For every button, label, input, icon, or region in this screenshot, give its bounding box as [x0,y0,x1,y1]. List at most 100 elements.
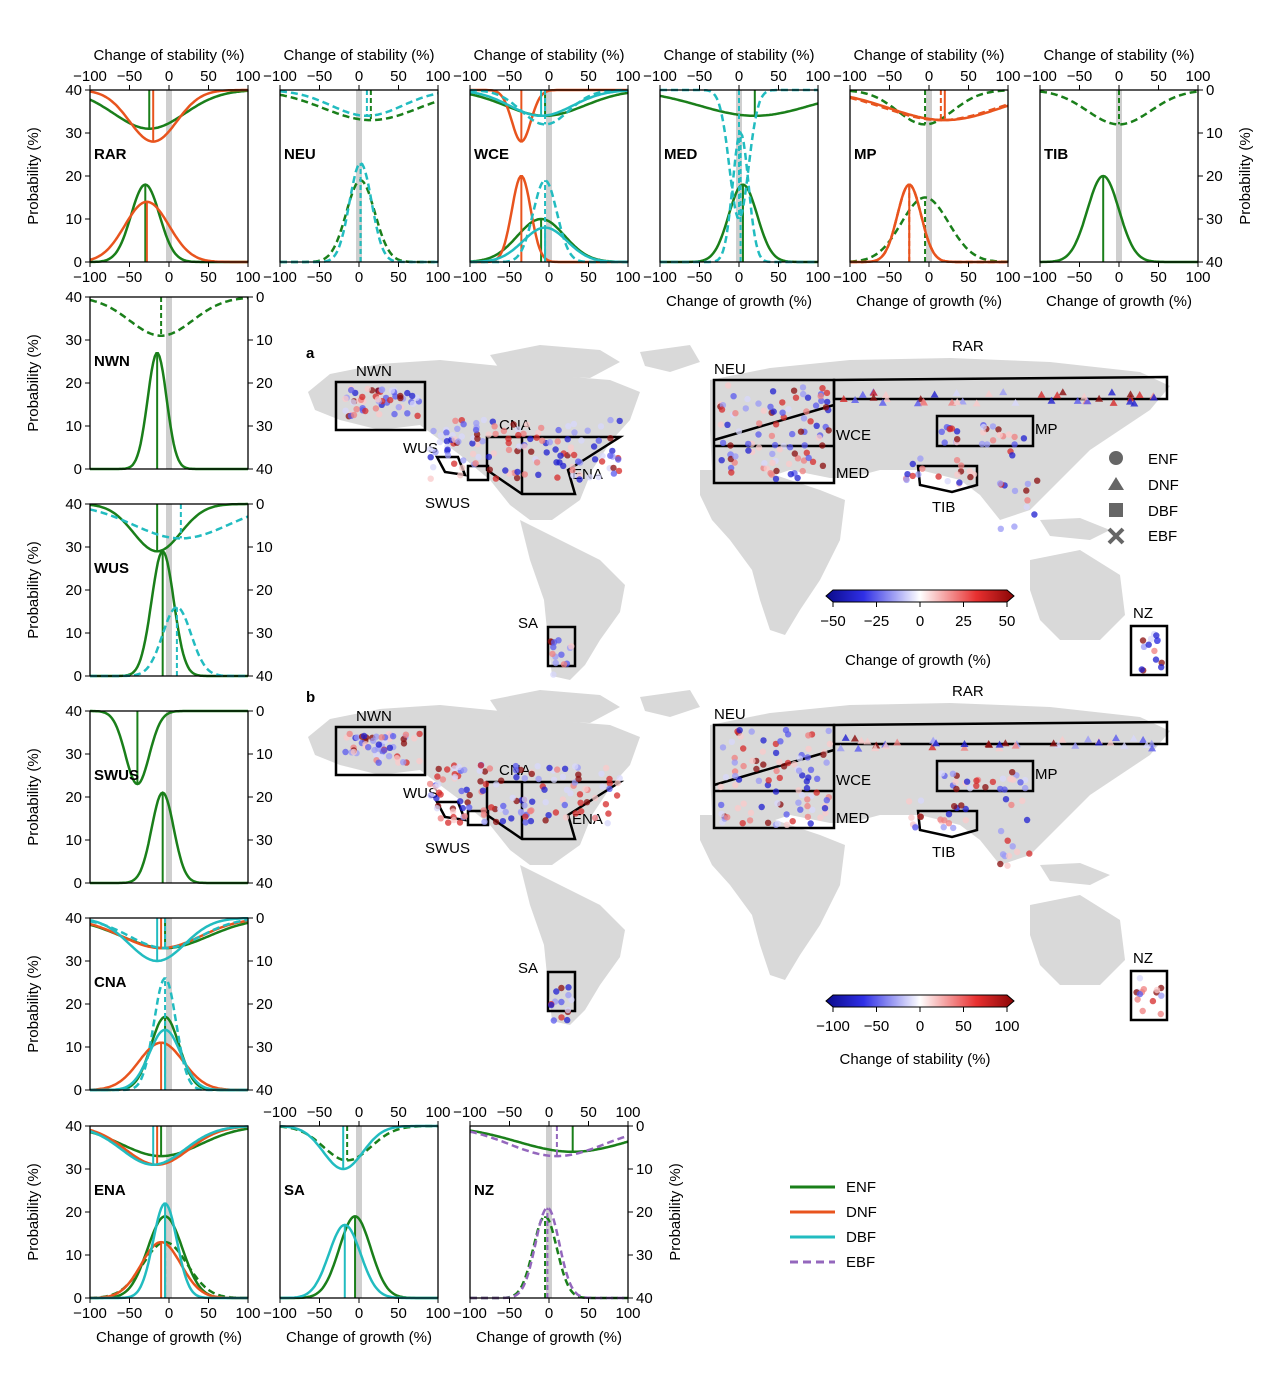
site-marker [529,798,536,805]
site-marker [539,437,546,444]
site-marker [466,804,473,811]
site-marker [932,739,940,747]
site-marker [378,753,385,761]
site-marker [578,437,585,444]
site-marker [552,659,559,667]
site-marker [1001,739,1010,747]
site-markers-b [342,726,1165,1024]
site-marker [804,754,811,761]
site-marker [749,757,756,765]
site-marker [989,778,997,786]
site-marker [599,783,606,790]
x-tick-label: 100 [995,269,1020,286]
site-marker [400,759,407,766]
site-marker [730,393,737,400]
site-marker [485,431,492,438]
site-marker [492,430,499,438]
x-tick-label: 50 [1150,269,1167,286]
panel-region-label: RAR [94,146,127,163]
site-marker [795,787,802,794]
site-marker [740,800,747,807]
site-marker [477,762,485,769]
site-marker [779,399,786,406]
site-marker [427,475,434,482]
site-marker [481,818,488,825]
top-tick-label: −50 [877,68,902,85]
site-marker [569,466,576,474]
site-marker [978,440,986,448]
site-marker [805,774,812,781]
site-marker [718,810,725,818]
site-marker [528,770,535,778]
site-marker [857,736,866,744]
panel-a-label: a [306,345,315,362]
y-tick-label: 10 [65,418,82,435]
site-marker [995,426,1002,433]
site-marker [813,422,820,429]
site-marker [804,796,811,803]
site-marker [1071,741,1080,749]
site-marker [564,1016,571,1024]
site-marker [819,442,826,449]
site-marker [543,449,550,456]
site-marker [727,442,734,449]
y-tick-label: 20 [65,996,82,1013]
stability-density-dbf-1 [89,508,249,540]
panel-region-label: TIB [1044,146,1068,163]
site-marker [527,817,535,825]
site-marker [794,474,801,482]
site-marker [725,382,732,389]
site-marker [920,398,928,406]
site-marker [513,774,520,781]
site-marker [353,734,361,741]
site-marker [523,421,531,428]
site-marker [1126,394,1135,402]
region-label-neu-b: NEU [714,706,746,723]
site-marker [732,772,739,780]
site-marker [592,794,599,802]
site-marker [452,417,459,424]
site-marker [776,758,783,766]
site-marker [817,814,824,821]
marker-legend: ENF DNF DBF EBF [1107,451,1179,545]
site-marker [1109,398,1118,406]
site-marker [863,737,872,745]
site-marker [555,426,562,434]
x-axis-title-growth: Change of growth (%) [1046,293,1192,310]
site-marker [804,394,812,401]
site-marker [550,776,558,783]
site-marker [1126,397,1134,405]
x-tick-label: 0 [735,269,743,286]
site-marker [376,411,383,418]
site-marker [1139,735,1148,743]
site-marker [578,808,585,815]
stability-density-enf-0 [849,89,1009,126]
x-tick-label: 0 [165,1305,173,1322]
top-tick-label: 50 [1150,68,1167,85]
site-marker [604,820,611,827]
region-label-mp-b: MP [1035,766,1058,783]
site-marker [881,741,890,749]
site-marker [541,786,548,793]
site-marker [370,737,377,744]
site-marker [819,462,827,469]
site-marker [851,396,860,403]
site-marker [436,438,443,446]
site-marker [908,814,915,821]
top-tick-label: −50 [307,1104,332,1121]
site-marker [893,738,902,746]
top-tick-label: −50 [117,68,142,85]
region-label-swus-b: SWUS [425,840,470,857]
stability-density-enf-1 [89,296,249,337]
site-marker [913,399,922,407]
site-marker [430,427,437,435]
site-marker [1150,393,1158,401]
site-marker [576,791,584,798]
site-marker [823,389,831,397]
site-marker [433,795,440,802]
y-right-tick-label: 40 [256,668,273,685]
site-marker [825,727,832,735]
site-marker [1021,784,1029,792]
region-box-neu-wce-med [712,378,836,485]
